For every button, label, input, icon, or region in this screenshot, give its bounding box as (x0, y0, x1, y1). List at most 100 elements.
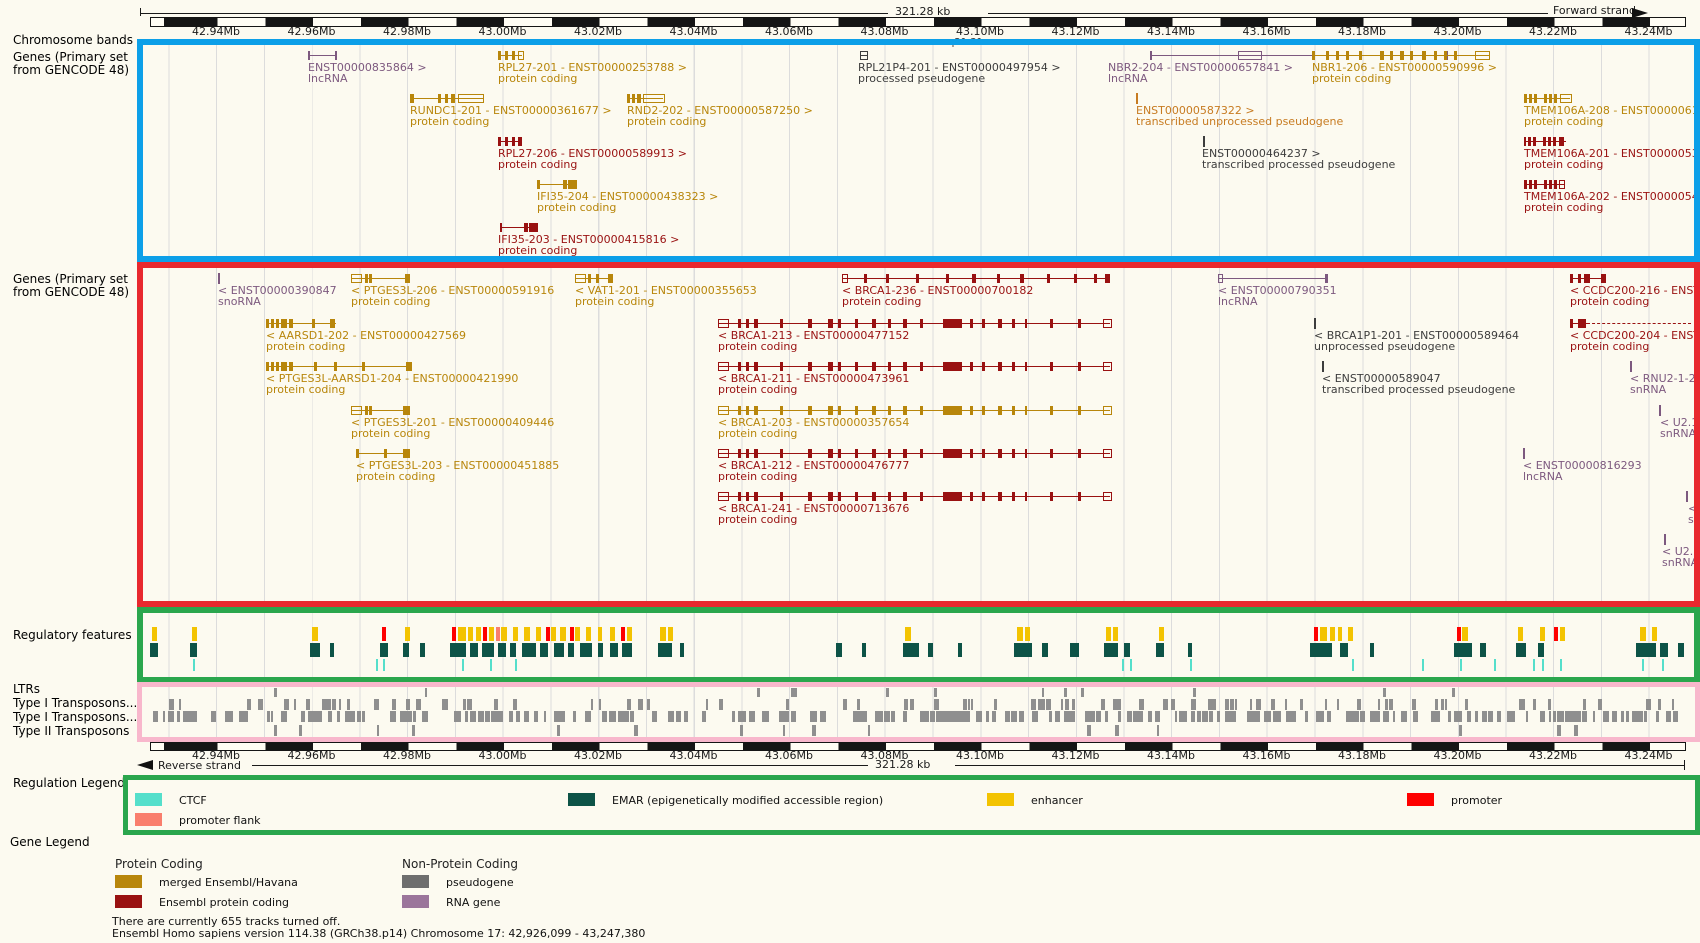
emar-feature[interactable] (330, 643, 334, 657)
emar-feature[interactable] (540, 643, 548, 657)
gene-enst00000587322-glyph[interactable] (1136, 93, 1138, 104)
gene-enst00000589047-glyph[interactable] (1322, 361, 1324, 372)
promoter-feature[interactable] (483, 627, 487, 641)
gene-brca1-glyph[interactable] (718, 448, 1112, 459)
gene-brca1-glyph[interactable] (718, 318, 1112, 329)
gene-enst00000816293-label[interactable]: < ENST00000816293 (1523, 459, 1642, 472)
gene-ptges3l-glyph[interactable] (356, 448, 410, 459)
gene-tmem106a-glyph[interactable] (1524, 179, 1565, 190)
enhancer-feature[interactable] (660, 627, 666, 641)
emar-feature[interactable] (958, 643, 962, 657)
enhancer-feature[interactable] (1348, 627, 1353, 641)
emar-feature[interactable] (598, 643, 603, 657)
gene-rnd2-glyph[interactable] (627, 93, 665, 104)
enhancer-feature[interactable] (1652, 627, 1657, 641)
gene-brca1-label[interactable]: < BRCA1-212 - ENST00000476777 (718, 459, 910, 472)
emar-feature[interactable] (568, 643, 574, 657)
emar-feature[interactable] (1042, 643, 1048, 657)
emar-feature[interactable] (403, 643, 409, 657)
gene--glyph[interactable] (1686, 491, 1688, 502)
enhancer-feature[interactable] (560, 627, 566, 641)
gene-rpl21p4-glyph[interactable] (860, 50, 868, 61)
promoter-feature[interactable] (1554, 627, 1558, 641)
enhancer-feature[interactable] (489, 627, 494, 641)
gene-enst00000390847-glyph[interactable] (218, 273, 220, 284)
emar-feature[interactable] (310, 643, 320, 657)
enhancer-feature[interactable] (1518, 627, 1523, 641)
gene-u2.-label[interactable]: < U2. (1662, 545, 1694, 558)
emar-feature[interactable] (1340, 643, 1348, 657)
ctcf-feature[interactable] (1542, 659, 1544, 671)
enhancer-feature[interactable] (524, 627, 530, 641)
enhancer-feature[interactable] (1640, 627, 1646, 641)
emar-feature[interactable] (862, 643, 866, 657)
gene-u2.1-glyph[interactable] (1659, 405, 1661, 416)
gene-enst00000464237-glyph[interactable] (1203, 136, 1205, 147)
emar-feature[interactable] (836, 643, 842, 657)
emar-feature[interactable] (1636, 643, 1656, 657)
gene-ptges3l-label[interactable]: < PTGES3L-206 - ENST00000591916 (351, 284, 555, 297)
gene-enst00000790351-glyph[interactable] (1218, 273, 1328, 284)
gene-enst00000835864-glyph[interactable] (308, 50, 337, 61)
emar-feature[interactable] (190, 643, 197, 657)
gene-ccdc200-label[interactable]: < CCDC200-216 - ENST0 (1570, 284, 1700, 297)
emar-feature[interactable] (554, 643, 564, 657)
gene-enst00000589047-label[interactable]: < ENST00000589047 (1322, 372, 1441, 385)
ctcf-feature[interactable] (1662, 659, 1664, 671)
emar-feature[interactable] (580, 643, 592, 657)
emar-feature[interactable] (1070, 643, 1079, 657)
emar-feature[interactable] (482, 643, 494, 657)
ctcf-feature[interactable] (1352, 659, 1354, 671)
emar-feature[interactable] (1014, 643, 1032, 657)
gene-enst00000816293-glyph[interactable] (1523, 448, 1525, 459)
gene-rpl27-glyph[interactable] (498, 136, 522, 147)
emar-feature[interactable] (498, 643, 506, 657)
enhancer-feature[interactable] (1560, 627, 1565, 641)
gene-ptges3l-glyph[interactable] (266, 361, 412, 372)
emar-feature[interactable] (1454, 643, 1472, 657)
enhancer-feature[interactable] (476, 627, 481, 641)
emar-feature[interactable] (1678, 643, 1684, 657)
emar-feature[interactable] (1516, 643, 1526, 657)
gene-ifi35-label[interactable]: IFI35-203 - ENST00000415816 > (498, 233, 680, 246)
emar-feature[interactable] (1124, 643, 1130, 657)
promoter-feature[interactable] (452, 627, 456, 641)
emar-feature[interactable] (610, 643, 618, 657)
emar-feature[interactable] (1310, 643, 1332, 657)
promoter-feature[interactable] (1314, 627, 1318, 641)
ctcf-feature[interactable] (1642, 659, 1644, 671)
enhancer-feature[interactable] (575, 627, 580, 641)
gene-ccdc200-glyph[interactable] (1570, 273, 1606, 284)
gene-ccdc200-glyph[interactable] (1570, 318, 1587, 329)
gene-enst00000835864-label[interactable]: ENST00000835864 > (308, 61, 427, 74)
enhancer-feature[interactable] (551, 627, 556, 641)
enhancer-feature[interactable] (1159, 627, 1164, 641)
promoter-feature[interactable] (382, 627, 386, 641)
gene-brca1p1-glyph[interactable] (1314, 318, 1316, 329)
ctcf-feature[interactable] (1533, 659, 1535, 671)
promoter-feature[interactable] (570, 627, 574, 641)
enhancer-feature[interactable] (1113, 627, 1118, 641)
gene-brca1-label[interactable]: < BRCA1-211 - ENST00000473961 (718, 372, 910, 385)
emar-feature[interactable] (420, 643, 425, 657)
enhancer-feature[interactable] (513, 627, 518, 641)
emar-feature[interactable] (928, 643, 933, 657)
promoter-feature[interactable] (546, 627, 550, 641)
gene-brca1-label[interactable]: < BRCA1-236 - ENST00000700182 (842, 284, 1034, 297)
gene-rnu2-glyph[interactable] (1630, 361, 1632, 372)
emar-feature[interactable] (450, 643, 466, 657)
enhancer-feature[interactable] (1106, 627, 1111, 641)
ctcf-feature[interactable] (1460, 659, 1462, 671)
gene-ptges3l-label[interactable]: < PTGES3L-203 - ENST00000451885 (356, 459, 560, 472)
emar-feature[interactable] (470, 643, 478, 657)
promoter-feature[interactable] (621, 627, 625, 641)
emar-feature[interactable] (380, 643, 388, 657)
enhancer-feature[interactable] (1017, 627, 1023, 641)
gene-enst00000390847-label[interactable]: < ENST00000390847 (218, 284, 337, 297)
gene-ptges3l-glyph[interactable] (351, 273, 410, 284)
enhancer-feature[interactable] (1320, 627, 1327, 641)
enhancer-feature[interactable] (501, 627, 507, 641)
ctcf-feature[interactable] (1130, 659, 1132, 671)
gene-brca1-label[interactable]: < BRCA1-203 - ENST00000357654 (718, 416, 910, 429)
enhancer-feature[interactable] (586, 627, 591, 641)
